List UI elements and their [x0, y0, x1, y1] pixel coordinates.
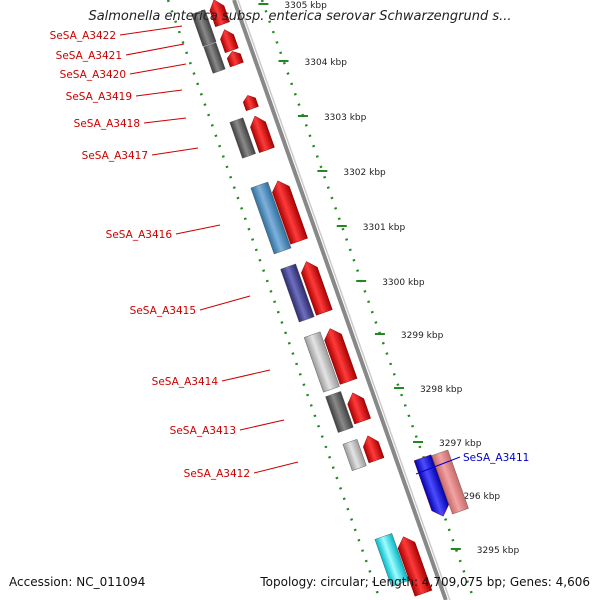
gene-arrow-forward	[324, 328, 358, 385]
cog-box-gray	[229, 117, 256, 159]
gene-label: SeSA_A3420	[60, 69, 126, 81]
gene-arrow-forward-body	[242, 95, 259, 112]
genome-backbone-highlight	[237, 0, 451, 600]
cog-box-blue-body	[250, 181, 292, 255]
cog-box-lightgray	[303, 331, 340, 393]
gene-leader-line	[239, 419, 285, 431]
gene-leader-line	[175, 224, 221, 235]
cog-box-gray	[325, 391, 354, 433]
cog-box-blue	[250, 181, 292, 255]
gene-leader-line	[221, 369, 271, 382]
gene-arrow-forward-body	[250, 115, 275, 153]
gene-label: SeSA_A3419	[66, 91, 132, 103]
cog-box-gray-body	[191, 9, 217, 47]
gene-arrow-forward-body	[209, 0, 230, 28]
cog-box-gray	[203, 42, 226, 74]
cog-box-cyan	[374, 533, 409, 587]
gene-arrow-forward-body	[363, 435, 385, 464]
cog-box-navy	[280, 263, 315, 323]
cog-box-lightgray-body	[342, 439, 367, 471]
gene-label: SeSA_A3411	[463, 452, 529, 464]
gene-label: SeSA_A3415	[130, 305, 196, 317]
cog-box-gray-body	[325, 391, 354, 433]
gene-arrow-forward	[347, 392, 371, 425]
gene-arrow-forward-body	[324, 328, 358, 385]
gene-label: SeSA_A3417	[82, 150, 148, 162]
scale-label-kbp: 3299 kbp	[401, 331, 444, 341]
gene-label: SeSA_A3422	[50, 30, 116, 42]
gene-arrow-forward-body	[397, 536, 433, 597]
gene-arrow-forward-body	[220, 29, 239, 53]
tick-line-inner	[166, 0, 382, 600]
gene-leader-line	[129, 63, 187, 75]
scale-label-kbp: 3304 kbp	[305, 58, 348, 68]
gene-leader-line	[125, 43, 185, 56]
gene-label: SeSA_A3416	[106, 229, 173, 241]
gene-leader-line	[199, 295, 251, 311]
cog-box-lightgray-body	[303, 331, 340, 393]
cog-box-gray-body	[203, 42, 226, 74]
cog-box-cyan-body	[374, 533, 409, 587]
gene-leader-line	[151, 147, 199, 156]
gene-label: SeSA_A3413	[170, 425, 236, 437]
scale-label-kbp: 3305 kbp	[284, 1, 327, 11]
scale-label-kbp: 3295 kbp	[477, 546, 520, 556]
gene-arrow-forward	[301, 261, 333, 316]
gene-leader-line	[135, 89, 183, 97]
gene-arrow-forward	[226, 51, 244, 68]
gene-arrow-forward-body	[226, 51, 244, 68]
gene-arrow-forward	[220, 29, 239, 53]
cog-box-pink	[431, 449, 469, 515]
gene-arrow-forward	[363, 435, 385, 464]
gene-leader-line	[253, 461, 299, 474]
scale-label-kbp: 3303 kbp	[324, 113, 367, 123]
cog-box-gray	[191, 9, 217, 47]
accession-text: Accession: NC_011094	[9, 575, 146, 589]
gene-arrow-reverse	[413, 454, 449, 517]
scale-label-kbp: 3302 kbp	[343, 168, 386, 178]
cog-box-lightgray	[342, 439, 367, 471]
scale-label-kbp: 3301 kbp	[363, 223, 406, 233]
gene-arrow-forward	[397, 536, 433, 597]
genome-backbone	[232, 0, 448, 600]
gene-leader-line	[415, 456, 461, 475]
cog-box-pink-body	[431, 449, 469, 515]
map-title: Salmonella enterica subsp. enterica sero…	[88, 9, 512, 24]
gene-label: SeSA_A3421	[56, 50, 122, 62]
scale-label-kbp: 3297 kbp	[439, 439, 482, 449]
gene-arrow-forward	[250, 115, 275, 153]
gene-arrow-forward	[272, 180, 308, 245]
gene-label: SeSA_A3414	[152, 376, 219, 388]
cog-box-navy-body	[280, 263, 315, 323]
scale-label-kbp: 3298 kbp	[420, 385, 463, 395]
gene-arrow-reverse-body	[413, 454, 449, 517]
gene-label: SeSA_A3412	[184, 468, 250, 480]
scale-label-kbp: 3296 kbp	[458, 492, 501, 502]
gene-arrow-forward-body	[347, 392, 371, 425]
cog-box-gray-body	[229, 117, 256, 159]
gene-leader-line	[119, 25, 183, 36]
gene-arrow-forward-body	[272, 180, 308, 245]
scale-label-kbp: 3300 kbp	[382, 278, 425, 288]
gene-arrow-forward-body	[301, 261, 333, 316]
gene-label: SeSA_A3418	[74, 118, 140, 130]
gene-leader-line	[143, 117, 187, 124]
genome-summary-text: Topology: circular; Length: 4,709,075 bp…	[260, 575, 590, 589]
gene-arrow-forward	[209, 0, 230, 28]
gene-arrow-forward	[242, 95, 259, 112]
